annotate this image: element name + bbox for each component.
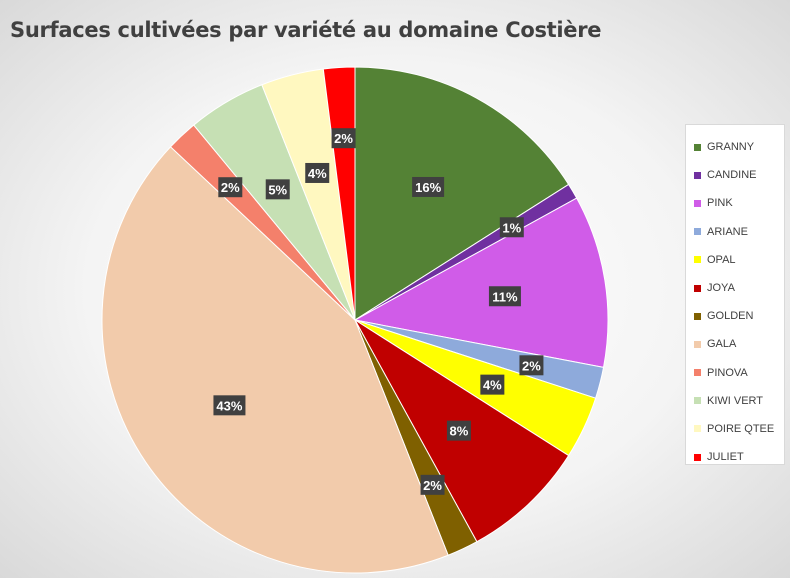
legend-item-poire-qtee: POIRE QTEE <box>686 415 784 443</box>
pie-slice-gala <box>101 146 449 574</box>
data-label-opal: 4% <box>483 378 502 393</box>
data-label-joya: 8% <box>450 424 469 439</box>
data-label-gala: 43% <box>216 398 242 413</box>
data-label-kiwi-vert: 5% <box>268 182 287 197</box>
pie-slice-granny <box>354 66 570 321</box>
pie-slice-pink <box>353 197 609 368</box>
data-label-pink: 11% <box>492 289 518 304</box>
data-label-box-opal <box>480 374 505 395</box>
data-label-juliet: 2% <box>334 131 353 146</box>
legend-label: GRANNY <box>707 141 755 154</box>
legend-label: OPAL <box>707 253 736 266</box>
legend-label: CANDINE <box>707 169 757 182</box>
legend-item-candine: CANDINE <box>686 161 784 189</box>
data-label-box-granny <box>412 176 445 197</box>
legend-label: JOYA <box>707 282 735 295</box>
legend-item-granny: GRANNY <box>686 133 784 161</box>
legend-label: GOLDEN <box>707 310 754 323</box>
legend-swatch <box>694 284 701 292</box>
data-label-box-juliet <box>331 128 356 149</box>
data-label-poire-qtee: 4% <box>308 166 327 181</box>
data-label-box-candine <box>499 217 524 238</box>
legend-label: PINK <box>707 197 733 210</box>
legend-item-juliet: JULIET <box>686 443 784 471</box>
data-label-box-ariane <box>519 355 544 376</box>
data-label-ariane: 2% <box>522 358 541 373</box>
legend-swatch <box>694 143 701 151</box>
legend-swatch <box>694 228 701 236</box>
legend-swatch <box>694 312 701 320</box>
data-label-box-joya <box>446 420 471 441</box>
legend-label: KIWI VERT <box>707 394 764 407</box>
data-label-box-poire-qtee <box>305 162 330 183</box>
legend-swatch <box>694 369 701 377</box>
legend-item-joya: JOYA <box>686 274 784 302</box>
data-label-granny: 16% <box>415 180 441 195</box>
data-label-box-gala <box>213 395 246 416</box>
legend-swatch <box>694 256 701 264</box>
legend-label: ARIANE <box>707 225 748 238</box>
data-label-golden: 2% <box>423 478 442 493</box>
legend-swatch <box>694 453 701 461</box>
legend-label: GALA <box>707 338 737 351</box>
data-label-candine: 1% <box>502 220 521 235</box>
legend-label: PINOVA <box>707 366 748 379</box>
legend-swatch <box>694 425 701 433</box>
legend-item-opal: OPAL <box>686 246 784 274</box>
chart-legend: GRANNY CANDINE PINK ARIANE OPAL JOYA GOLDEN GAL… <box>685 124 785 465</box>
data-label-box-kiwi-vert <box>265 179 290 200</box>
chart-title: Surfaces cultivées par variété au domain… <box>10 18 602 42</box>
data-label-box-golden <box>420 474 445 495</box>
legend-item-pink: PINK <box>686 189 784 217</box>
legend-label: JULIET <box>707 451 744 464</box>
legend-item-kiwi-vert: KIWI VERT <box>686 387 784 415</box>
legend-swatch <box>694 199 701 207</box>
data-label-box-pinova <box>218 177 243 198</box>
legend-item-ariane: ARIANE <box>686 218 784 246</box>
legend-item-pinova: PINOVA <box>686 359 784 387</box>
legend-label: POIRE QTEE <box>707 422 775 435</box>
legend-swatch <box>694 171 701 179</box>
data-label-pinova: 2% <box>221 180 240 195</box>
legend-swatch <box>694 340 701 348</box>
legend-item-gala: GALA <box>686 330 784 358</box>
data-label-box-pink <box>488 286 521 307</box>
legend-swatch <box>694 397 701 405</box>
legend-item-golden: GOLDEN <box>686 302 784 330</box>
